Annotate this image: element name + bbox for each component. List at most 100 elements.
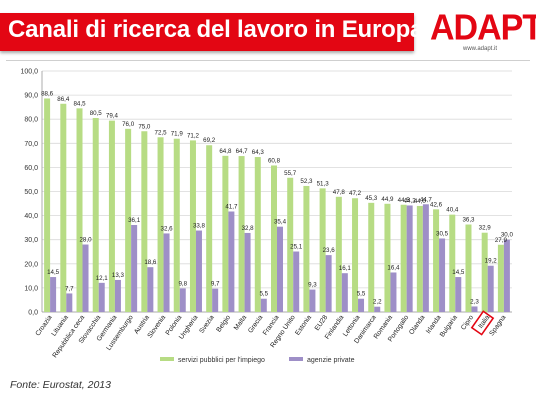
- title-banner: Canali di ricerca del lavoro in Europa: [0, 13, 423, 51]
- legend-label-private: agenzie private: [307, 357, 355, 364]
- data-label-private: 32,8: [242, 225, 255, 232]
- data-label-private: 16,1: [339, 265, 352, 272]
- data-label-public: 45,3: [365, 195, 378, 202]
- data-label-public: 47,2: [349, 190, 362, 197]
- bar-private: [66, 293, 73, 312]
- bar-private: [163, 233, 170, 312]
- y-tick-label: 30,0: [24, 237, 38, 244]
- category-label: Belgio: [215, 314, 232, 334]
- bar-public: [287, 177, 294, 312]
- bar-private: [277, 226, 283, 312]
- data-label-public: 71,2: [187, 132, 200, 139]
- data-label-public: 42,6: [430, 201, 443, 208]
- bar-private: [406, 205, 413, 312]
- data-label-public: 27,9: [495, 237, 508, 244]
- bar-public: [254, 157, 261, 312]
- bar-private: [325, 255, 332, 312]
- highlight-box: [470, 310, 495, 336]
- data-label-private: 5,5: [357, 291, 366, 298]
- bar-private: [358, 298, 365, 312]
- legend-label-public: servizi pubblici per l'impiego: [178, 357, 265, 364]
- bar-private: [131, 224, 138, 312]
- bar-private: [503, 239, 510, 312]
- data-label-public: 55,7: [284, 170, 297, 177]
- data-label-public: 69,2: [203, 137, 216, 144]
- data-label-public: 75,0: [138, 123, 151, 130]
- bar-private: [487, 265, 494, 312]
- bar-private: [147, 267, 154, 312]
- page-title: Canali di ricerca del lavoro in Europa: [8, 16, 424, 43]
- y-tick-label: 50,0: [24, 189, 38, 196]
- data-label-private: 14,5: [47, 269, 60, 276]
- source-note: Fonte: Eurostat, 2013: [10, 379, 111, 391]
- chart-frame: 0,0 10,0 20,0 30,0 40,0 50,0 60,0 70,0 80,0 90,0 1…: [6, 60, 530, 377]
- data-label-public: 72,5: [155, 129, 168, 136]
- data-label-private: 25,1: [290, 244, 303, 251]
- bar-public: [352, 198, 359, 312]
- data-label-private: 30,5: [436, 230, 449, 237]
- bar-public: [368, 202, 375, 312]
- legend-swatch-private: [289, 357, 303, 361]
- y-tick-label: 90,0: [24, 93, 38, 100]
- category-label: Malta: [233, 314, 248, 332]
- bar-public: [384, 203, 391, 312]
- data-label-private: 14,5: [452, 269, 465, 276]
- bar-private: [82, 244, 89, 312]
- data-label-private: 19,2: [485, 258, 498, 265]
- data-label-public: 88,6: [41, 90, 54, 97]
- bar-public: [465, 224, 472, 312]
- data-label-private: 44,2: [404, 197, 417, 204]
- bar-public: [433, 209, 440, 312]
- category-label: EU28: [314, 314, 330, 332]
- bar-public: [449, 214, 456, 312]
- data-label-private: 9,8: [178, 280, 187, 287]
- data-label-private: 30,0: [501, 232, 514, 239]
- bar-public: [141, 131, 148, 312]
- bar-public: [303, 185, 310, 312]
- bar-public: [173, 138, 180, 312]
- bar-public: [497, 244, 504, 312]
- data-label-public: 64,3: [252, 149, 265, 156]
- bar-private: [374, 306, 381, 312]
- bar-public: [481, 232, 488, 312]
- data-label-public: 60,8: [268, 157, 281, 164]
- bar-private: [309, 289, 316, 312]
- bar-private: [260, 298, 267, 312]
- data-label-private: 16,4: [387, 264, 400, 271]
- data-label-public: 40,4: [446, 207, 459, 214]
- data-label-private: 9,3: [308, 282, 317, 289]
- bar-private: [114, 279, 121, 312]
- bar-private: [228, 211, 235, 312]
- data-label-private: 7,7: [65, 285, 74, 292]
- data-label-public: 47,8: [333, 189, 346, 196]
- y-tick-label: 0,0: [28, 310, 38, 317]
- bar-public: [76, 108, 83, 312]
- bar-public: [319, 188, 326, 312]
- bar-public: [400, 204, 407, 312]
- bar-public: [222, 155, 229, 312]
- bar-private: [244, 232, 251, 312]
- y-tick-label: 40,0: [24, 213, 38, 220]
- bar-private: [390, 272, 397, 312]
- bar-public: [206, 145, 213, 312]
- data-label-private: 23,6: [323, 247, 336, 254]
- category-label: Estonia: [294, 314, 313, 337]
- data-label-private: 28,0: [79, 237, 92, 244]
- data-label-private: 2,3: [470, 298, 479, 305]
- bar-public: [189, 140, 196, 312]
- y-tick-label: 70,0: [24, 141, 38, 148]
- data-label-public: 76,0: [122, 121, 135, 128]
- bar-private: [422, 204, 429, 312]
- data-label-private: 33,8: [193, 223, 206, 230]
- data-label-private: 2,2: [373, 299, 382, 306]
- data-label-private: 9,7: [211, 281, 220, 288]
- data-label-private: 44,7: [420, 196, 433, 203]
- logo-url: www.adapt.it: [462, 46, 498, 52]
- bar-public: [60, 103, 67, 312]
- bar-private: [341, 273, 348, 312]
- bar-private: [179, 288, 186, 312]
- bar-private: [455, 277, 462, 312]
- data-label-public: 80,5: [90, 110, 103, 117]
- data-label-public: 79,4: [106, 113, 119, 120]
- logo-wordmark: ADAPT: [430, 8, 536, 48]
